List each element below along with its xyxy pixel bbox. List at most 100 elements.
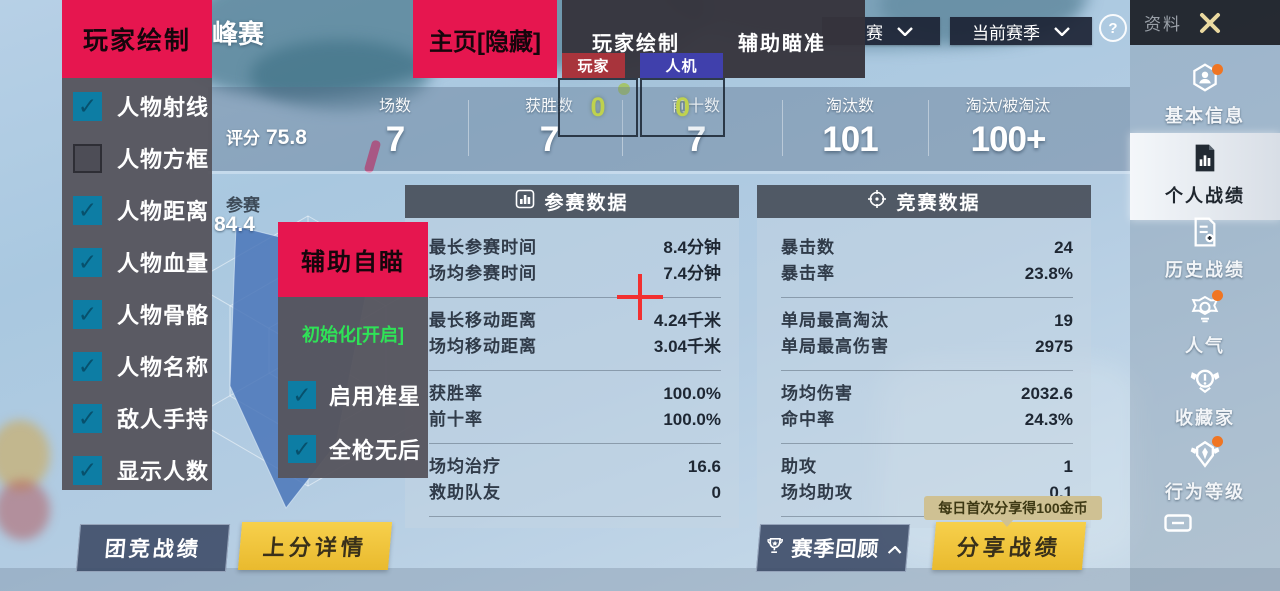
cheat-home-hide-button[interactable]: 主页[隐藏]	[413, 0, 557, 78]
sidebar-item-history-record[interactable]: 历史战绩	[1130, 216, 1280, 282]
stat-divider	[782, 100, 783, 156]
divider	[781, 370, 1073, 371]
checkbox[interactable]	[73, 403, 102, 433]
cheat-aim-title[interactable]: 辅助自瞄	[278, 222, 428, 297]
bar-chart-icon	[515, 189, 535, 215]
radar-label: 参赛	[226, 196, 260, 215]
season-dropdown[interactable]: 当前赛季	[950, 17, 1092, 45]
cheat-bot-counter-button[interactable]: 人机	[640, 53, 723, 78]
floor-band	[0, 568, 1280, 591]
stat-row: 救助队友 0	[429, 483, 721, 502]
cheat-player-draw-title[interactable]: 玩家绘制	[62, 0, 212, 78]
stat-wins: 获胜数 7	[524, 98, 573, 159]
season-dropdown-label: 当前赛季	[972, 23, 1040, 43]
cheat-tab-player-draw[interactable]: 玩家绘制	[592, 33, 680, 55]
stat-divider	[468, 100, 469, 156]
share-reward-tooltip: 每日首次分享得100金币	[924, 496, 1102, 520]
combat-data-panel: 竞赛数据 暴击数 24 暴击率 23.8% 单局最高淘汰 19 单局最高伤害 2975 …	[757, 185, 1091, 528]
cheat-menu-panel: 玩家绘制 辅助瞄准 玩家 人机	[562, 0, 865, 78]
cheat-option-row[interactable]: 人物距离	[62, 184, 212, 236]
cheat-option-row[interactable]: 人物方框	[62, 132, 212, 184]
stat-row: 场均治疗 16.6	[429, 457, 721, 476]
notification-badge	[1212, 64, 1223, 75]
stat-row: 场均参赛时间 7.4分钟	[429, 264, 721, 283]
checkbox[interactable]	[73, 455, 102, 485]
cheat-player-counter-button[interactable]: 玩家	[562, 53, 625, 78]
stat-kills: 淘汰数 101	[822, 98, 878, 159]
flag-accent	[0, 420, 50, 490]
cheat-bot-count-box: 0	[640, 78, 725, 137]
stat-row: 暴击数 24	[781, 238, 1073, 257]
checkbox[interactable]	[288, 435, 316, 463]
season-review-button[interactable]: 赛季回顾	[755, 524, 911, 572]
checkbox[interactable]	[73, 143, 102, 173]
cheat-option-row[interactable]: 人物血量	[62, 236, 212, 288]
dot-accent	[618, 83, 630, 95]
cheat-option-row[interactable]: 敌人手持	[62, 392, 212, 444]
chevron-down-icon	[1054, 21, 1070, 41]
checkbox[interactable]	[288, 381, 316, 409]
card-icon[interactable]	[1164, 514, 1192, 532]
sidebar-item-personal-record[interactable]: 个人战绩	[1130, 133, 1280, 220]
cheat-option-row[interactable]: 全枪无后	[278, 429, 428, 469]
sidebar-item-basic-info[interactable]: 基本信息	[1130, 62, 1280, 128]
cheat-player-count-box: 0	[558, 78, 638, 137]
panel-title: 竞赛数据	[896, 193, 981, 214]
record-document-icon	[1195, 144, 1215, 172]
stat-top10: 前十数 7	[671, 98, 720, 159]
stat-row: 最长移动距离 4.24千米	[429, 311, 721, 330]
panel-body: 最长参赛时间 8.4分钟 场均参赛时间 7.4分钟 最长移动距离 4.24千米 场均移…	[405, 218, 739, 528]
divider	[429, 443, 721, 444]
sidebar-item-popularity[interactable]: 人气	[1130, 292, 1280, 358]
checkbox[interactable]	[73, 195, 102, 225]
cheat-player-draw-panel: 人物射线 人物方框 人物距离 人物血量 人物骨骼 人物名称 敌人手持 显示人数	[62, 78, 212, 490]
stat-row: 命中率 24.3%	[781, 410, 1073, 429]
sidebar	[1130, 0, 1280, 591]
cheat-option-row[interactable]: 人物名称	[62, 340, 212, 392]
foliage-blob	[250, 40, 430, 110]
rank-detail-button[interactable]: 上分详情	[237, 522, 393, 570]
stat-row: 场均移动距离 3.04千米	[429, 337, 721, 356]
cheat-option-row[interactable]: 人物骨骼	[62, 288, 212, 340]
cheat-tab-aim-assist[interactable]: 辅助瞄准	[738, 33, 826, 55]
page-title-partial: 峰赛	[212, 19, 265, 49]
rating-label: 评分	[226, 129, 260, 148]
panel-header: 参赛数据	[405, 185, 739, 218]
sidebar-title: 资料	[1144, 15, 1182, 34]
help-icon[interactable]: ?	[1099, 14, 1127, 42]
divider	[781, 297, 1073, 298]
divider	[429, 370, 721, 371]
panel-title: 参赛数据	[544, 193, 629, 214]
checkbox[interactable]	[73, 351, 102, 381]
cheat-aim-panel: 初始化[开启] 启用准星 全枪无后	[278, 297, 428, 478]
checkbox[interactable]	[73, 247, 102, 277]
cheat-option-row[interactable]: 显示人数	[62, 444, 212, 496]
checkbox[interactable]	[73, 91, 102, 121]
notification-badge	[1212, 290, 1223, 301]
rating-value: 75.8	[266, 126, 307, 149]
stat-divider	[928, 100, 929, 156]
close-icon[interactable]	[1194, 7, 1226, 39]
cheat-option-row[interactable]: 人物射线	[62, 80, 212, 132]
flag-accent	[0, 480, 50, 540]
stats-strip-edge	[208, 171, 1130, 174]
sidebar-item-behavior-level[interactable]: 行为等级	[1130, 438, 1280, 504]
chevron-up-icon	[886, 536, 902, 560]
stat-row: 助攻 1	[781, 457, 1073, 476]
cheat-option-row[interactable]: 启用准星	[278, 375, 428, 415]
stat-row: 前十率 100.0%	[429, 410, 721, 429]
mode-dropdown-label: 赛	[866, 23, 883, 43]
sidebar-header: 资料	[1130, 0, 1280, 45]
participation-data-panel: 参赛数据 最长参赛时间 8.4分钟 场均参赛时间 7.4分钟 最长移动距离 4.24千…	[405, 185, 739, 528]
stat-kd: 淘汰/被淘汰 100+	[965, 98, 1051, 159]
checkbox[interactable]	[73, 299, 102, 329]
rating: 评分 75.8	[226, 124, 307, 150]
stat-row: 单局最高伤害 2975	[781, 337, 1073, 356]
sidebar-item-collector[interactable]: 收藏家	[1130, 364, 1280, 430]
collector-medal-icon	[1190, 369, 1220, 394]
divider	[429, 516, 721, 517]
stat-matches: 场数 7	[378, 98, 411, 159]
team-record-button[interactable]: 团竞战绩	[75, 524, 231, 572]
share-record-button[interactable]: 分享战绩	[931, 522, 1087, 570]
